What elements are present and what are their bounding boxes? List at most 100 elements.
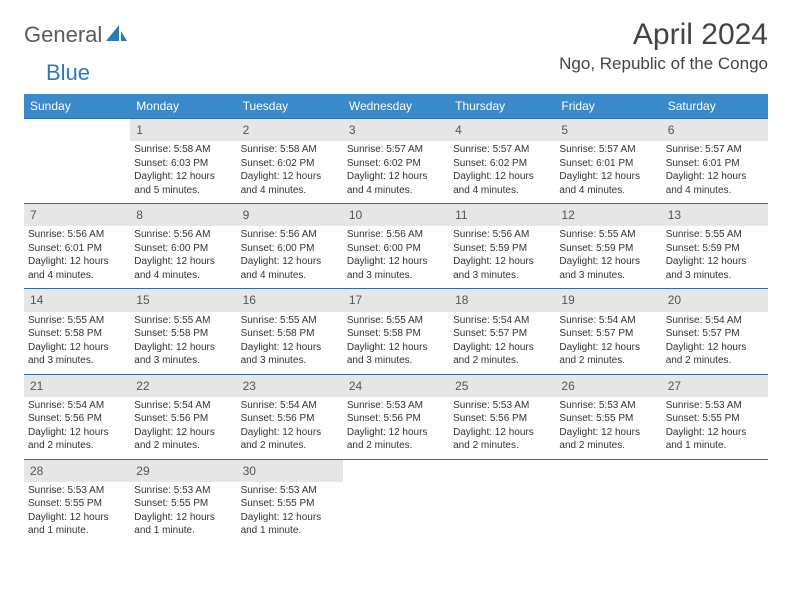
- day-number: [662, 460, 768, 482]
- day-cell: 22Sunrise: 5:54 AMSunset: 5:56 PMDayligh…: [130, 375, 236, 459]
- day-number: 18: [449, 289, 555, 311]
- day-cell: [24, 119, 130, 203]
- day-number: 24: [343, 375, 449, 397]
- sunrise-text: Sunrise: 5:53 AM: [453, 399, 551, 413]
- day-body: Sunrise: 5:53 AMSunset: 5:56 PMDaylight:…: [343, 399, 449, 453]
- day-cell: 16Sunrise: 5:55 AMSunset: 5:58 PMDayligh…: [237, 289, 343, 373]
- sunrise-text: Sunrise: 5:55 AM: [666, 228, 764, 242]
- sunset-text: Sunset: 6:02 PM: [347, 157, 445, 171]
- day-cell: 26Sunrise: 5:53 AMSunset: 5:55 PMDayligh…: [555, 375, 661, 459]
- sunset-text: Sunset: 5:55 PM: [666, 412, 764, 426]
- day-cell: 15 Sunrise: 5:55 AMSunset: 5:58 PMDayligh…: [130, 289, 236, 373]
- sunset-text: Sunset: 5:57 PM: [453, 327, 551, 341]
- sunrise-text: Sunrise: 5:55 AM: [134, 314, 232, 328]
- daylight-text: Daylight: 12 hours and 1 minute.: [241, 511, 339, 538]
- sunset-text: Sunset: 6:01 PM: [559, 157, 657, 171]
- sunrise-text: Sunrise: 5:55 AM: [28, 314, 126, 328]
- daylight-text: Daylight: 12 hours and 4 minutes.: [347, 170, 445, 197]
- day-number: 15: [130, 289, 236, 311]
- sunrise-text: Sunrise: 5:56 AM: [241, 228, 339, 242]
- calendar-body: 1Sunrise: 5:58 AMSunset: 6:03 PMDaylight…: [24, 118, 768, 544]
- day-cell: 25Sunrise: 5:53 AMSunset: 5:56 PMDayligh…: [449, 375, 555, 459]
- dow-tuesday: Tuesday: [237, 94, 343, 118]
- location-text: Ngo, Republic of the Congo: [559, 54, 768, 74]
- sunset-text: Sunset: 5:55 PM: [241, 497, 339, 511]
- brand-logo: General: [24, 22, 130, 48]
- sunrise-text: Sunrise: 5:53 AM: [134, 484, 232, 498]
- day-cell: 28Sunrise: 5:53 AMSunset: 5:55 PMDayligh…: [24, 460, 130, 544]
- day-number: 13: [662, 204, 768, 226]
- day-body: Sunrise: 5:53 AMSunset: 5:55 PMDaylight:…: [130, 484, 236, 538]
- daylight-text: Daylight: 12 hours and 2 minutes.: [666, 341, 764, 368]
- sunrise-text: Sunrise: 5:56 AM: [453, 228, 551, 242]
- day-number: 8: [130, 204, 236, 226]
- day-number: 29: [130, 460, 236, 482]
- day-body: Sunrise: 5:53 AMSunset: 5:55 PMDaylight:…: [555, 399, 661, 453]
- day-number: 1: [130, 119, 236, 141]
- day-number: 22: [130, 375, 236, 397]
- sunrise-text: Sunrise: 5:53 AM: [666, 399, 764, 413]
- sunset-text: Sunset: 6:02 PM: [453, 157, 551, 171]
- day-number: [343, 460, 449, 482]
- day-body: Sunrise: 5:56 AMSunset: 6:00 PMDaylight:…: [343, 228, 449, 282]
- daylight-text: Daylight: 12 hours and 2 minutes.: [241, 426, 339, 453]
- day-body: Sunrise: 5:54 AMSunset: 5:56 PMDaylight:…: [237, 399, 343, 453]
- sunset-text: Sunset: 5:56 PM: [347, 412, 445, 426]
- day-cell: 5Sunrise: 5:57 AMSunset: 6:01 PMDaylight…: [555, 119, 661, 203]
- day-body: Sunrise: 5:55 AMSunset: 5:58 PMDaylight:…: [237, 314, 343, 368]
- week-row: 7Sunrise: 5:56 AMSunset: 6:01 PMDaylight…: [24, 203, 768, 288]
- daylight-text: Daylight: 12 hours and 2 minutes.: [28, 426, 126, 453]
- day-cell: 12Sunrise: 5:55 AMSunset: 5:59 PMDayligh…: [555, 204, 661, 288]
- day-cell: 29Sunrise: 5:53 AMSunset: 5:55 PMDayligh…: [130, 460, 236, 544]
- sunset-text: Sunset: 6:03 PM: [134, 157, 232, 171]
- sunset-text: Sunset: 5:56 PM: [28, 412, 126, 426]
- day-body: Sunrise: 5:57 AMSunset: 6:01 PMDaylight:…: [555, 143, 661, 197]
- dow-wednesday: Wednesday: [343, 94, 449, 118]
- day-cell: 7Sunrise: 5:56 AMSunset: 6:01 PMDaylight…: [24, 204, 130, 288]
- sunset-text: Sunset: 5:57 PM: [559, 327, 657, 341]
- day-body: Sunrise: 5:58 AMSunset: 6:02 PMDaylight:…: [237, 143, 343, 197]
- day-number: 17: [343, 289, 449, 311]
- day-cell: [343, 460, 449, 544]
- day-body: Sunrise: 5:56 AMSunset: 5:59 PMDaylight:…: [449, 228, 555, 282]
- day-number: 2: [237, 119, 343, 141]
- day-cell: 8Sunrise: 5:56 AMSunset: 6:00 PMDaylight…: [130, 204, 236, 288]
- sunset-text: Sunset: 5:56 PM: [241, 412, 339, 426]
- dow-saturday: Saturday: [662, 94, 768, 118]
- daylight-text: Daylight: 12 hours and 3 minutes.: [28, 341, 126, 368]
- sunrise-text: Sunrise: 5:54 AM: [559, 314, 657, 328]
- day-body: Sunrise: 5:54 AMSunset: 5:57 PMDaylight:…: [449, 314, 555, 368]
- day-body: Sunrise: 5:55 AMSunset: 5:58 PMDaylight:…: [130, 314, 236, 368]
- day-number: 30: [237, 460, 343, 482]
- daylight-text: Daylight: 12 hours and 3 minutes.: [134, 341, 232, 368]
- day-number: 20: [662, 289, 768, 311]
- daylight-text: Daylight: 12 hours and 2 minutes.: [453, 426, 551, 453]
- day-cell: 17Sunrise: 5:55 AMSunset: 5:58 PMDayligh…: [343, 289, 449, 373]
- day-body: Sunrise: 5:55 AMSunset: 5:58 PMDaylight:…: [24, 314, 130, 368]
- sunrise-text: Sunrise: 5:55 AM: [559, 228, 657, 242]
- sunset-text: Sunset: 6:00 PM: [241, 242, 339, 256]
- daylight-text: Daylight: 12 hours and 4 minutes.: [453, 170, 551, 197]
- day-body: Sunrise: 5:54 AMSunset: 5:57 PMDaylight:…: [662, 314, 768, 368]
- daylight-text: Daylight: 12 hours and 1 minute.: [134, 511, 232, 538]
- daylight-text: Daylight: 12 hours and 2 minutes.: [453, 341, 551, 368]
- day-cell: 19Sunrise: 5:54 AMSunset: 5:57 PMDayligh…: [555, 289, 661, 373]
- daylight-text: Daylight: 12 hours and 3 minutes.: [666, 255, 764, 282]
- day-cell: [555, 460, 661, 544]
- dow-sunday: Sunday: [24, 94, 130, 118]
- day-number: [555, 460, 661, 482]
- month-title: April 2024: [559, 18, 768, 52]
- day-cell: 27Sunrise: 5:53 AMSunset: 5:55 PMDayligh…: [662, 375, 768, 459]
- day-cell: 4Sunrise: 5:57 AMSunset: 6:02 PMDaylight…: [449, 119, 555, 203]
- sunset-text: Sunset: 5:58 PM: [134, 327, 232, 341]
- brand-sail-icon: [106, 24, 128, 47]
- sunrise-text: Sunrise: 5:56 AM: [28, 228, 126, 242]
- sunrise-text: Sunrise: 5:55 AM: [347, 314, 445, 328]
- daylight-text: Daylight: 12 hours and 2 minutes.: [559, 426, 657, 453]
- sunrise-text: Sunrise: 5:56 AM: [347, 228, 445, 242]
- daylight-text: Daylight: 12 hours and 3 minutes.: [241, 341, 339, 368]
- day-number: [24, 119, 130, 141]
- sunset-text: Sunset: 5:59 PM: [453, 242, 551, 256]
- daylight-text: Daylight: 12 hours and 1 minute.: [666, 426, 764, 453]
- sunset-text: Sunset: 5:55 PM: [134, 497, 232, 511]
